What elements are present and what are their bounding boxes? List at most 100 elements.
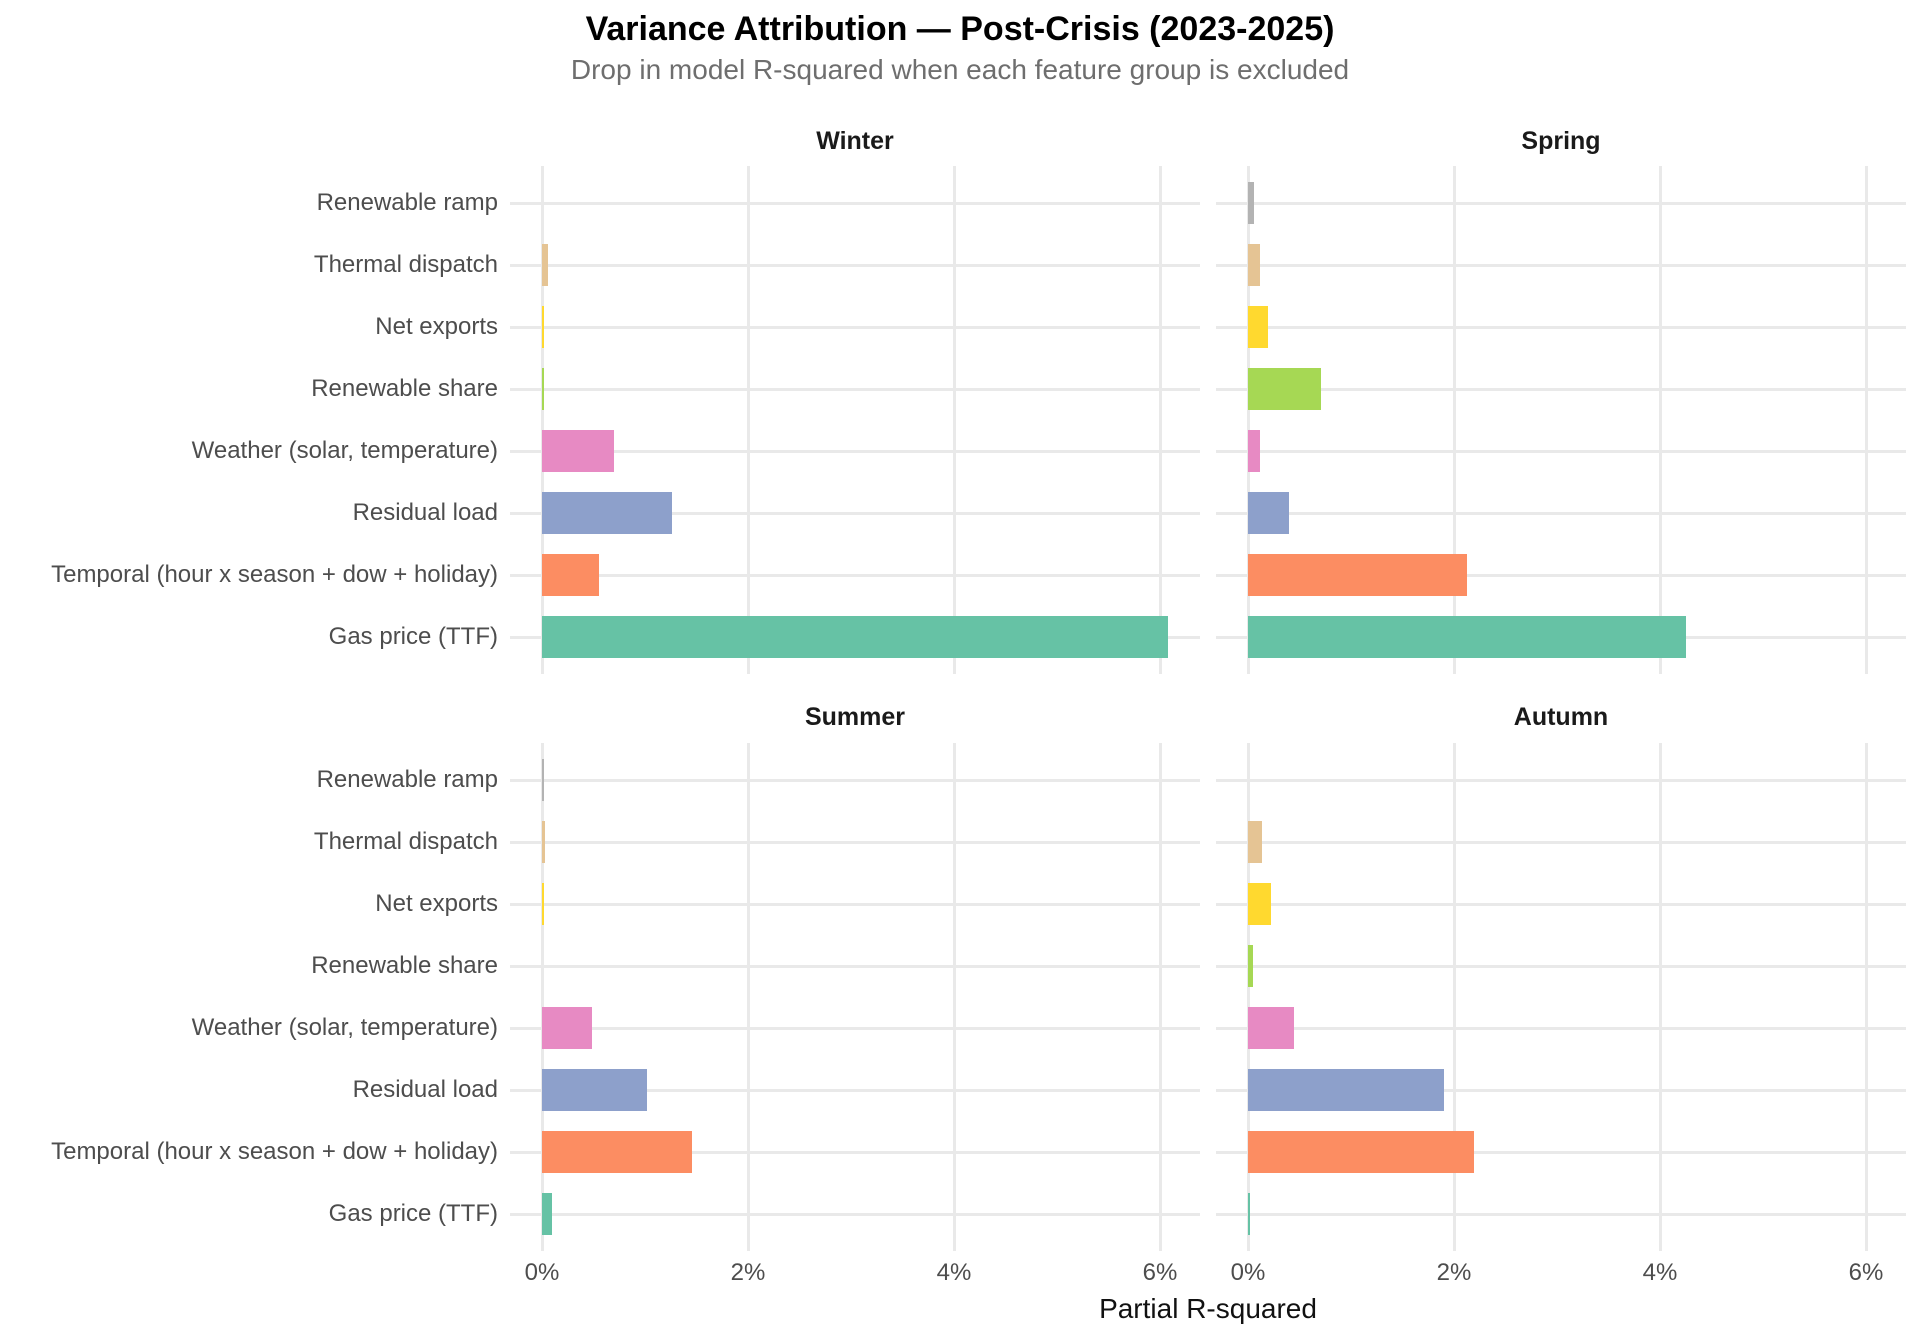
bar-renewable-share — [1248, 945, 1254, 987]
category-label-renewable-ramp: Renewable ramp — [316, 189, 498, 216]
chart-subtitle: Drop in model R-squared when each featur… — [570, 54, 1350, 85]
bar-gas-price-ttf — [542, 1193, 553, 1235]
category-label-thermal-dispatch: Thermal dispatch — [313, 251, 498, 278]
category-label-net-exports: Net exports — [375, 890, 498, 917]
facet-title-winter: Winter — [816, 127, 894, 155]
x-tick-label: 4% — [1642, 1259, 1678, 1286]
gridline-horizontal — [1216, 574, 1906, 577]
x-tick-label: 4% — [936, 1259, 972, 1286]
gridline-horizontal — [510, 1027, 1200, 1030]
x-tick-label: 0% — [524, 1259, 560, 1286]
gridline-horizontal — [510, 903, 1200, 906]
bar-net-exports — [542, 306, 544, 348]
category-label-renewable-ramp: Renewable ramp — [316, 766, 498, 793]
category-label-weather-solar-temperature: Weather (solar, temperature) — [191, 1014, 498, 1041]
facet-panel-winter — [510, 166, 1200, 674]
x-tick-label: 2% — [1436, 1259, 1472, 1286]
bar-residual-load — [1248, 492, 1290, 534]
category-label-renewable-share: Renewable share — [311, 952, 498, 979]
x-tick-label: 0% — [1230, 1259, 1266, 1286]
bar-renewable-ramp — [1248, 182, 1255, 224]
x-tick-label: 6% — [1142, 1259, 1178, 1286]
bar-net-exports — [542, 883, 545, 925]
gridline-vertical — [1159, 743, 1162, 1251]
category-label-residual-load: Residual load — [352, 1076, 498, 1103]
gridline-horizontal — [510, 326, 1200, 329]
category-label-renewable-share: Renewable share — [311, 375, 498, 402]
facet-title-autumn: Autumn — [1513, 703, 1609, 731]
bar-renewable-share — [542, 368, 545, 410]
gridline-horizontal — [1216, 512, 1906, 515]
category-label-gas-price-ttf: Gas price (TTF) — [328, 1200, 498, 1227]
gridline-horizontal — [1216, 779, 1906, 782]
gridline-vertical — [953, 743, 956, 1251]
gridline-vertical — [747, 166, 750, 674]
gridline-vertical — [1453, 166, 1456, 674]
bar-residual-load — [1248, 1069, 1444, 1111]
gridline-horizontal — [510, 1213, 1200, 1216]
bar-thermal-dispatch — [1248, 821, 1263, 863]
gridline-vertical — [1247, 743, 1250, 1251]
bar-weather-solar-temperature — [542, 430, 615, 472]
category-label-temporal-hour-x-season-dow-holiday: Temporal (hour x season + dow + holiday) — [51, 1138, 498, 1165]
bar-temporal-hour-x-season-dow-holiday — [1248, 1131, 1474, 1173]
bar-thermal-dispatch — [1248, 244, 1261, 286]
gridline-vertical — [541, 166, 544, 674]
category-label-thermal-dispatch: Thermal dispatch — [313, 828, 498, 855]
gridline-horizontal — [510, 841, 1200, 844]
bar-residual-load — [542, 1069, 648, 1111]
gridline-horizontal — [1216, 1027, 1906, 1030]
gridline-horizontal — [1216, 841, 1906, 844]
x-tick-label: 2% — [730, 1259, 766, 1286]
gridline-horizontal — [1216, 326, 1906, 329]
gridline-horizontal — [510, 574, 1200, 577]
facet-title-spring: Spring — [1521, 127, 1601, 155]
bar-weather-solar-temperature — [1248, 430, 1261, 472]
category-label-temporal-hour-x-season-dow-holiday: Temporal (hour x season + dow + holiday) — [51, 561, 498, 588]
gridline-horizontal — [1216, 1089, 1906, 1092]
bar-thermal-dispatch — [542, 821, 546, 863]
gridline-horizontal — [510, 512, 1200, 515]
gridline-horizontal — [1216, 1213, 1906, 1216]
bar-weather-solar-temperature — [542, 1007, 593, 1049]
gridline-horizontal — [1216, 965, 1906, 968]
gridline-horizontal — [510, 264, 1200, 267]
facet-panel-autumn — [1216, 743, 1906, 1251]
x-axis-title: Partial R-squared — [1099, 1293, 1317, 1324]
category-label-weather-solar-temperature: Weather (solar, temperature) — [191, 437, 498, 464]
bar-gas-price-ttf — [1248, 616, 1686, 658]
bar-net-exports — [1248, 306, 1268, 348]
bar-weather-solar-temperature — [1248, 1007, 1295, 1049]
gridline-vertical — [541, 743, 544, 1251]
gridline-horizontal — [1216, 903, 1906, 906]
gridline-horizontal — [510, 779, 1200, 782]
gridline-horizontal — [1216, 1151, 1906, 1154]
chart-title: Variance Attribution — Post-Crisis (2023… — [585, 10, 1335, 48]
category-label-gas-price-ttf: Gas price (TTF) — [328, 623, 498, 650]
gridline-horizontal — [510, 450, 1200, 453]
bar-temporal-hour-x-season-dow-holiday — [1248, 554, 1468, 596]
bar-thermal-dispatch — [542, 244, 549, 286]
category-label-net-exports: Net exports — [375, 313, 498, 340]
gridline-vertical — [1247, 166, 1250, 674]
bar-residual-load — [542, 492, 672, 534]
gridline-horizontal — [510, 965, 1200, 968]
gridline-vertical — [1159, 166, 1162, 674]
facet-title-summer: Summer — [804, 703, 906, 731]
bar-temporal-hour-x-season-dow-holiday — [542, 1131, 693, 1173]
gridline-horizontal — [1216, 388, 1906, 391]
bar-renewable-share — [1248, 368, 1322, 410]
gridline-vertical — [1865, 743, 1868, 1251]
gridline-horizontal — [510, 1151, 1200, 1154]
gridline-vertical — [1659, 166, 1662, 674]
gridline-horizontal — [1216, 264, 1906, 267]
bar-gas-price-ttf — [542, 616, 1169, 658]
gridline-vertical — [1453, 743, 1456, 1251]
gridline-horizontal — [510, 388, 1200, 391]
bar-renewable-ramp — [542, 759, 544, 801]
gridline-horizontal — [510, 1089, 1200, 1092]
gridline-vertical — [1865, 166, 1868, 674]
gridline-horizontal — [1216, 450, 1906, 453]
gridline-vertical — [1659, 743, 1662, 1251]
